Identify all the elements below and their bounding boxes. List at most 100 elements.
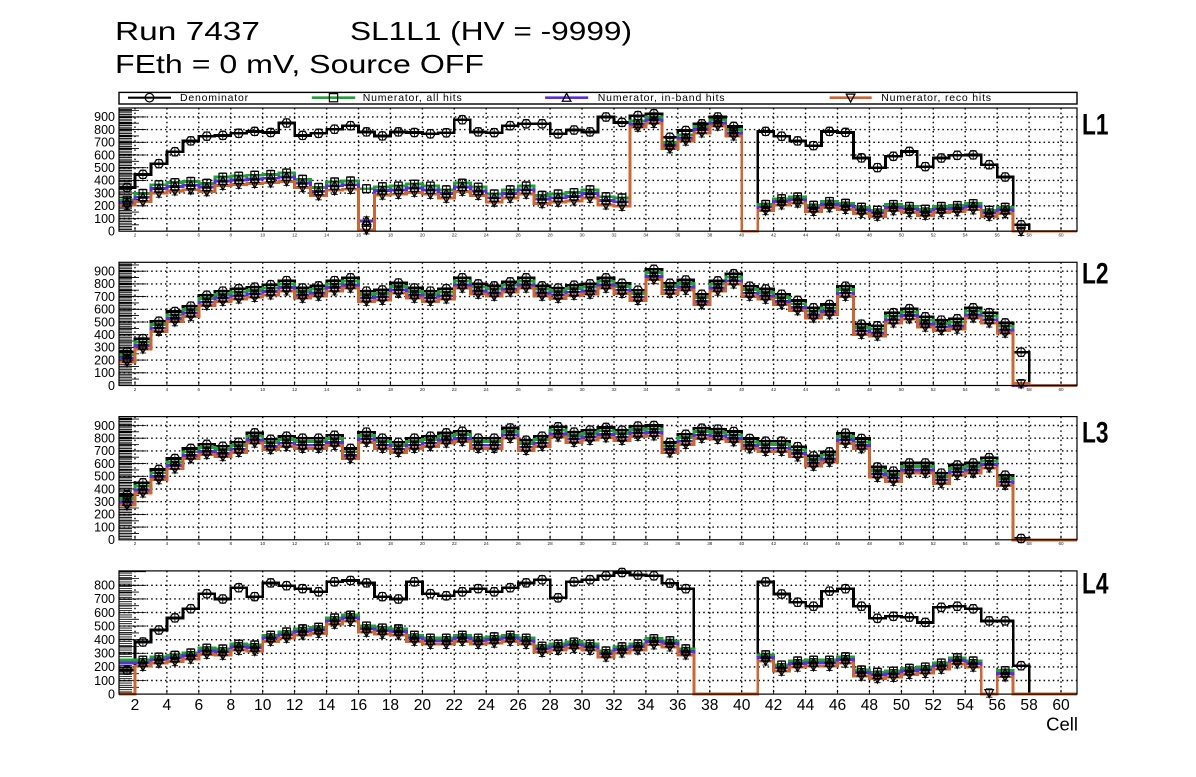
svg-text:2: 2 (134, 541, 137, 546)
svg-text:38: 38 (707, 387, 713, 392)
svg-text:700: 700 (94, 290, 115, 304)
svg-text:22: 22 (452, 387, 458, 392)
svg-text:32: 32 (611, 387, 617, 392)
svg-text:26: 26 (510, 697, 527, 714)
svg-text:300: 300 (94, 341, 115, 355)
svg-text:58: 58 (1027, 387, 1033, 392)
svg-text:10: 10 (260, 541, 266, 546)
svg-text:26: 26 (516, 387, 522, 392)
svg-text:600: 600 (94, 457, 115, 471)
svg-text:58: 58 (1027, 233, 1033, 238)
svg-text:56: 56 (995, 387, 1001, 392)
svg-text:26: 26 (516, 233, 522, 238)
svg-text:14: 14 (324, 387, 330, 392)
svg-text:28: 28 (548, 233, 554, 238)
svg-text:200: 200 (94, 660, 115, 674)
svg-text:10: 10 (254, 697, 272, 714)
svg-text:46: 46 (835, 387, 841, 392)
svg-text:34: 34 (643, 387, 649, 392)
svg-text:50: 50 (899, 387, 905, 392)
svg-text:200: 200 (94, 353, 115, 367)
svg-text:38: 38 (707, 233, 713, 238)
svg-text:40: 40 (733, 697, 751, 714)
svg-text:22: 22 (452, 233, 458, 238)
svg-text:44: 44 (803, 541, 809, 546)
svg-text:28: 28 (541, 697, 558, 714)
svg-text:0: 0 (108, 225, 115, 239)
svg-text:400: 400 (94, 482, 115, 496)
svg-text:56: 56 (989, 697, 1006, 714)
svg-text:0: 0 (108, 687, 115, 701)
svg-text:32: 32 (611, 541, 617, 546)
svg-text:12: 12 (286, 697, 303, 714)
svg-text:44: 44 (803, 233, 809, 238)
svg-text:24: 24 (484, 541, 490, 546)
svg-text:54: 54 (957, 697, 975, 714)
svg-text:800: 800 (94, 579, 115, 593)
svg-text:14: 14 (324, 541, 330, 546)
svg-text:20: 20 (420, 233, 426, 238)
svg-text:4: 4 (166, 387, 169, 392)
svg-text:48: 48 (867, 387, 873, 392)
svg-text:44: 44 (803, 387, 809, 392)
svg-text:28: 28 (548, 541, 554, 546)
svg-text:L2: L2 (1082, 258, 1109, 291)
svg-text:10: 10 (260, 387, 266, 392)
svg-text:30: 30 (579, 387, 585, 392)
svg-text:Numerator, all hits: Numerator, all hits (363, 92, 463, 104)
svg-text:32: 32 (611, 233, 617, 238)
svg-text:38: 38 (707, 541, 713, 546)
svg-text:30: 30 (579, 233, 585, 238)
svg-text:Cell: Cell (1046, 714, 1078, 735)
svg-text:46: 46 (835, 233, 841, 238)
svg-text:16: 16 (350, 697, 367, 714)
svg-text:Numerator, in-band hits: Numerator, in-band hits (598, 92, 726, 104)
svg-text:60: 60 (1058, 387, 1064, 392)
svg-text:400: 400 (94, 633, 115, 647)
svg-text:18: 18 (388, 233, 394, 238)
svg-text:6: 6 (198, 233, 201, 238)
svg-text:500: 500 (94, 315, 115, 329)
svg-text:0: 0 (108, 379, 115, 393)
svg-text:16: 16 (356, 541, 362, 546)
svg-text:42: 42 (771, 387, 777, 392)
svg-text:900: 900 (94, 110, 115, 124)
svg-text:34: 34 (643, 233, 649, 238)
svg-text:100: 100 (94, 212, 115, 226)
svg-text:100: 100 (94, 520, 115, 534)
svg-text:22: 22 (452, 541, 458, 546)
svg-text:52: 52 (931, 233, 937, 238)
svg-text:800: 800 (94, 432, 115, 446)
svg-text:46: 46 (829, 697, 846, 714)
svg-text:12: 12 (292, 541, 298, 546)
svg-text:14: 14 (324, 233, 330, 238)
svg-text:60: 60 (1052, 697, 1070, 714)
svg-text:54: 54 (963, 233, 969, 238)
svg-text:54: 54 (963, 541, 969, 546)
svg-text:42: 42 (771, 541, 777, 546)
svg-text:10: 10 (260, 233, 266, 238)
svg-text:Denominator: Denominator (180, 92, 249, 104)
svg-text:500: 500 (94, 470, 115, 484)
svg-text:60: 60 (1058, 541, 1064, 546)
svg-text:600: 600 (94, 148, 115, 162)
svg-text:8: 8 (230, 387, 233, 392)
svg-text:8: 8 (226, 697, 235, 714)
svg-text:24: 24 (484, 387, 490, 392)
svg-text:FEth = 0 mV, Source OFF: FEth = 0 mV, Source OFF (115, 49, 484, 79)
svg-text:52: 52 (931, 541, 937, 546)
svg-text:6: 6 (194, 697, 203, 714)
svg-text:L3: L3 (1082, 417, 1109, 450)
svg-text:46: 46 (835, 541, 841, 546)
svg-text:200: 200 (94, 508, 115, 522)
svg-text:18: 18 (388, 387, 394, 392)
svg-text:4: 4 (166, 233, 169, 238)
svg-text:58: 58 (1020, 697, 1037, 714)
svg-text:8: 8 (230, 233, 233, 238)
svg-text:6: 6 (198, 541, 201, 546)
svg-text:32: 32 (605, 697, 622, 714)
svg-text:40: 40 (739, 387, 745, 392)
svg-text:400: 400 (94, 174, 115, 188)
svg-text:30: 30 (573, 697, 591, 714)
svg-text:Run 7437: Run 7437 (115, 16, 260, 46)
